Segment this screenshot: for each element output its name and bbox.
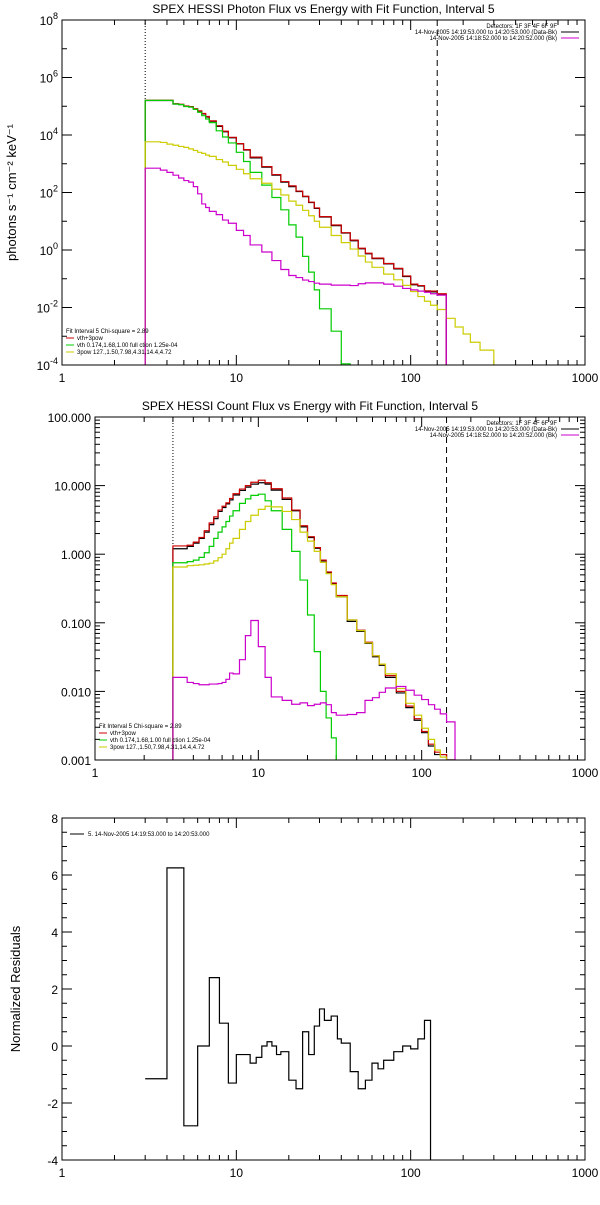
- y-minor-ticks: [62, 48, 585, 337]
- y-minor-ticks: [95, 419, 585, 740]
- chart-1: SPEX HESSI Photon Flux vs Energy with Fi…: [4, 2, 599, 385]
- legend-top-entry: 14-Nov-2005 14:19:53.000 to 14:20:53.000…: [415, 427, 557, 433]
- y-tick-label: 106: [40, 69, 58, 86]
- legend-top-entry: 14-Nov-2005 14:18:52.000 to 14:20:52.000…: [430, 433, 557, 439]
- legend-bottom-entry: vth+3pow: [110, 731, 137, 737]
- x-tick-label: 10: [252, 766, 266, 780]
- y-tick-label: 0: [51, 1040, 58, 1054]
- chart-3: Normalized Residuals 1 10 100 1000 -4 -2 0 2 4 6 8 5…: [8, 812, 599, 1180]
- series-bk: [144, 167, 447, 365]
- x-tick-label: 100: [412, 766, 432, 780]
- series-group: [144, 99, 495, 365]
- series-3pow: [172, 505, 448, 760]
- x-minor-ticks: [113, 20, 578, 365]
- x-tick-label: 100: [401, 371, 421, 385]
- plot-frame: [61, 19, 586, 366]
- y-tick-label: 108: [40, 11, 58, 28]
- y-tick-label: 10-4: [37, 356, 58, 373]
- x-tick-label: 1: [59, 1166, 66, 1180]
- legend-entry: 5. 14-Nov-2005 14:19:53.000 to 14:20:53.…: [88, 832, 210, 838]
- x-tick-label: 1000: [572, 371, 599, 385]
- y-tick-label: 0.100: [61, 617, 91, 631]
- chart-2: SPEX HESSI Count Flux vs Energy with Fit…: [48, 399, 599, 780]
- legend-top-entry: 14-Nov-2005 14:19:53.000 to 14:20:53.000…: [415, 30, 557, 36]
- legend-bottom-entry: vth 0.174,1.68,1.00 full ction 1.25e-04: [110, 738, 211, 744]
- series-vth: [172, 493, 337, 760]
- y-axis-label: Normalized Residuals: [8, 925, 23, 1052]
- x-tick-label: 1000: [572, 766, 599, 780]
- plot-frame: [94, 416, 586, 761]
- x-minor-ticks: [143, 417, 579, 760]
- y-tick-label: 1.000: [61, 548, 91, 562]
- y-tick-label: 10.000: [54, 480, 91, 494]
- legend-bottom-entry: Fit Interval 5 Chi-square = 2.89: [66, 329, 149, 335]
- y-tick-label: 0.001: [61, 754, 91, 768]
- series-bk: [172, 619, 456, 760]
- x-tick-label: 10: [230, 371, 244, 385]
- legend-top-entry: 14-Nov-2005 14:18:52.000 to 14:20:52.000…: [430, 36, 557, 42]
- x-tick-label: 10: [230, 1166, 244, 1180]
- chart-title: SPEX HESSI Photon Flux vs Energy with Fi…: [152, 2, 494, 16]
- y-tick-label: 104: [40, 126, 58, 143]
- y-tick-label: 6: [51, 869, 58, 883]
- series-3pow: [144, 141, 495, 365]
- x-tick-label: 1: [92, 766, 99, 780]
- y-minor-ticks: [62, 817, 585, 1161]
- legend-bottom-entry: 3pow 127.,1.50,7.98,4.31,14.4,4.72: [110, 745, 205, 751]
- y-axis-label: photons s⁻¹ cm⁻² keV⁻¹: [4, 123, 19, 261]
- legend-top-entry: Detectors: 1F 3F 4F 6F 9F: [486, 24, 557, 30]
- series-group: [172, 479, 456, 760]
- x-minor-ticks: [113, 818, 578, 1160]
- y-tick-label: 0.010: [61, 685, 91, 699]
- y-tick-label: -4: [47, 1154, 58, 1168]
- legend-bottom-entry: vth+3pow: [77, 336, 104, 342]
- x-tick-label: 1: [59, 371, 66, 385]
- chart-title: SPEX HESSI Count Flux vs Energy with Fit…: [142, 399, 478, 413]
- y-tick-label: 100: [40, 241, 58, 258]
- series-vth: [144, 99, 351, 365]
- legend-bottom-entry: 3pow 127.,1.50,7.98,4.31,14.4,4.72: [77, 350, 172, 356]
- x-tick-label: 100: [401, 1166, 421, 1180]
- series-vth-3pow: [144, 99, 447, 365]
- series-group: [145, 867, 432, 1160]
- series-residuals: [145, 867, 432, 1160]
- y-tick-label: 8: [51, 812, 58, 826]
- y-tick-label: 100.000: [48, 411, 92, 425]
- legend-top-entry: Detectors: 1F 3F 4F 6F 9F: [486, 421, 557, 427]
- x-tick-label: 1000: [572, 1166, 599, 1180]
- y-tick-label: 10-2: [37, 299, 58, 316]
- y-tick-label: -2: [47, 1097, 58, 1111]
- y-tick-label: 102: [40, 184, 58, 201]
- y-tick-label: 4: [51, 926, 58, 940]
- plot-frame: [61, 817, 586, 1161]
- legend-bottom-entry: vth 0.174,1.68,1.00 full ction 1.25e-04: [77, 343, 178, 349]
- y-tick-label: 2: [51, 983, 58, 997]
- series-data-bk: [144, 99, 447, 365]
- legend-bottom-entry: Fit Interval 5 Chi-square = 2.89: [99, 724, 182, 730]
